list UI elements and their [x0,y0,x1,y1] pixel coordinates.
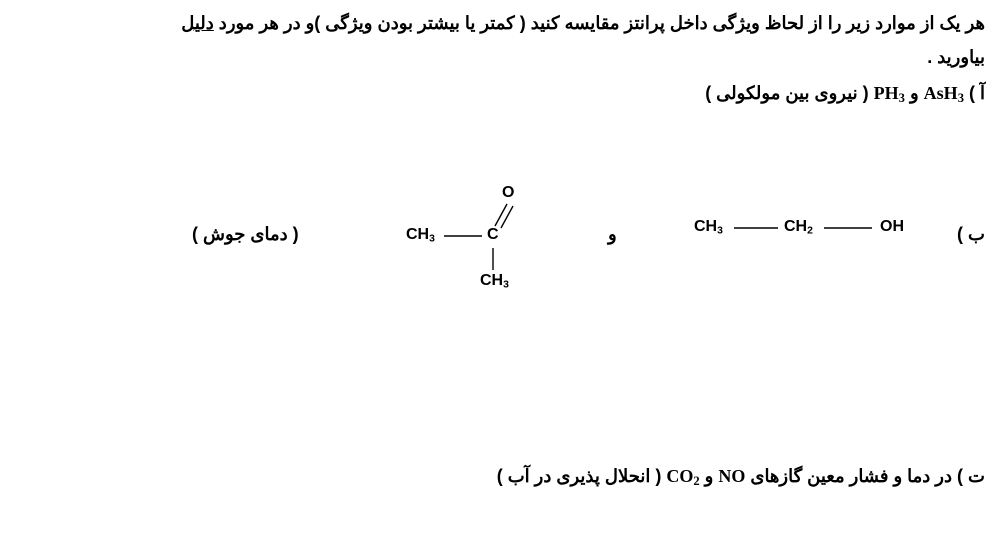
part-a: آ ) AsH3 و PH3 ( نیروی بین مولکولی ) [14,76,985,111]
part-a-property: ( نیروی بین مولکولی ) [705,83,868,103]
part-a-compound1: AsH3 [924,83,964,103]
part-b: ب ) و ( دمای جوش ) O C CH3 CH3 [14,180,985,300]
part-t: ت ) در دما و فشار معین گازهای NO و CO2 (… [14,466,985,489]
stem-text: هر یک از موارد زیر را از لحاظ ویژگی داخل… [214,13,985,33]
part-t-gas2: CO2 [666,466,699,486]
part-t-pre: در دما و فشار معین گازهای [745,466,952,486]
part-b-and: و [608,224,617,245]
part-b-marker: ب ) [957,224,985,245]
stem-underlined: دلیل [181,13,214,33]
acetone-structure: O C CH3 CH3 [382,190,582,290]
part-a-marker: آ ) [969,83,985,103]
part-a-compound2: PH3 [874,83,905,103]
part-t-property: ( انحلال پذیری در آب ) [497,466,662,486]
ethanol-CH3: CH3 [694,218,723,237]
ethanol-CH2: CH2 [784,218,813,237]
part-a-and: و [905,83,919,103]
ethanol-OH: OH [880,218,904,236]
part-b-property: ( دمای جوش ) [192,224,299,245]
question-stem-line1: هر یک از موارد زیر را از لحاظ ویژگی داخل… [14,6,985,40]
ethanol-bonds [694,218,954,248]
part-t-and: و [700,466,714,486]
acetone-O: O [502,184,514,202]
acetone-CH3-left: CH3 [406,226,435,245]
question-page: هر یک از موارد زیر را از لحاظ ویژگی داخل… [0,0,999,541]
question-stem-line2: بیاورید . [14,40,985,74]
acetone-CH3-bottom: CH3 [480,272,509,291]
part-t-gas1: NO [718,466,745,486]
acetone-C: C [487,226,499,244]
part-t-marker: ت ) [957,466,985,486]
ethanol-structure: CH3 CH2 OH [694,218,954,248]
